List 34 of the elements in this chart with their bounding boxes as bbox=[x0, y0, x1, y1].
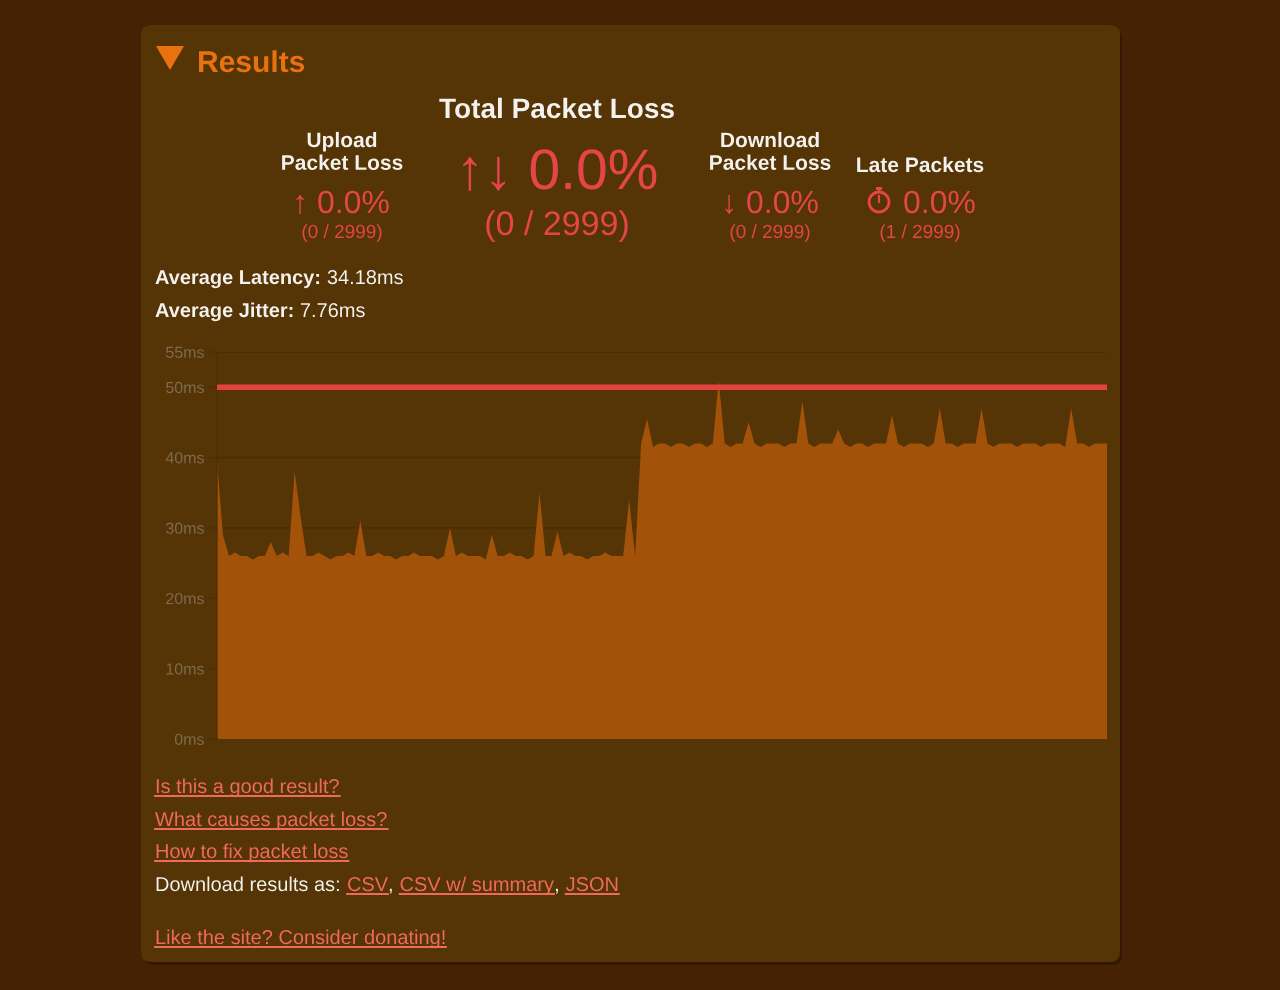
text: Late Packets bbox=[857, 156, 984, 173]
text: Average Jitter: bbox=[155, 302, 293, 322]
text: 0.0% bbox=[904, 190, 975, 214]
text: CSV w/ summary bbox=[400, 876, 554, 896]
text: Download results as: bbox=[156, 876, 339, 892]
text: Like the site? Consider donating! bbox=[156, 929, 445, 949]
text: Total Packet Loss bbox=[439, 97, 674, 119]
text: 34.18ms bbox=[327, 270, 403, 285]
text: Is this a good result? bbox=[156, 778, 339, 798]
text: ↑ 0.0% bbox=[296, 190, 389, 214]
text: Download Packet Loss bbox=[710, 131, 831, 170]
y-tick-label: 20ms bbox=[166, 592, 204, 605]
text: Average Latency: bbox=[155, 270, 320, 289]
y-tick-label: 55ms bbox=[166, 346, 204, 358]
text: (1 / 2999) bbox=[880, 224, 960, 242]
text: (0 / 2999) bbox=[302, 224, 382, 242]
text: ↓ 0.0% bbox=[725, 190, 818, 214]
text: What causes packet loss? bbox=[155, 811, 387, 831]
text: How to fix packet loss bbox=[156, 843, 348, 863]
text: (0 / 2999) bbox=[730, 224, 810, 242]
text: JSON bbox=[565, 877, 618, 892]
text: (0 / 2999) bbox=[486, 210, 628, 243]
text: CSV bbox=[348, 877, 389, 892]
text: , bbox=[555, 888, 558, 894]
text: Upload Packet Loss bbox=[282, 131, 403, 170]
y-tick-label: 0ms bbox=[174, 733, 204, 745]
text: Results bbox=[199, 50, 305, 73]
text: ↑↓ 0.0% bbox=[463, 149, 657, 191]
y-tick-label: 30ms bbox=[165, 522, 204, 534]
y-tick-label: 40ms bbox=[165, 452, 204, 464]
text: 7.76ms bbox=[300, 303, 365, 318]
y-tick-label: 50ms bbox=[166, 381, 204, 394]
y-tick-label: 10ms bbox=[166, 663, 204, 675]
text: , bbox=[389, 888, 392, 894]
